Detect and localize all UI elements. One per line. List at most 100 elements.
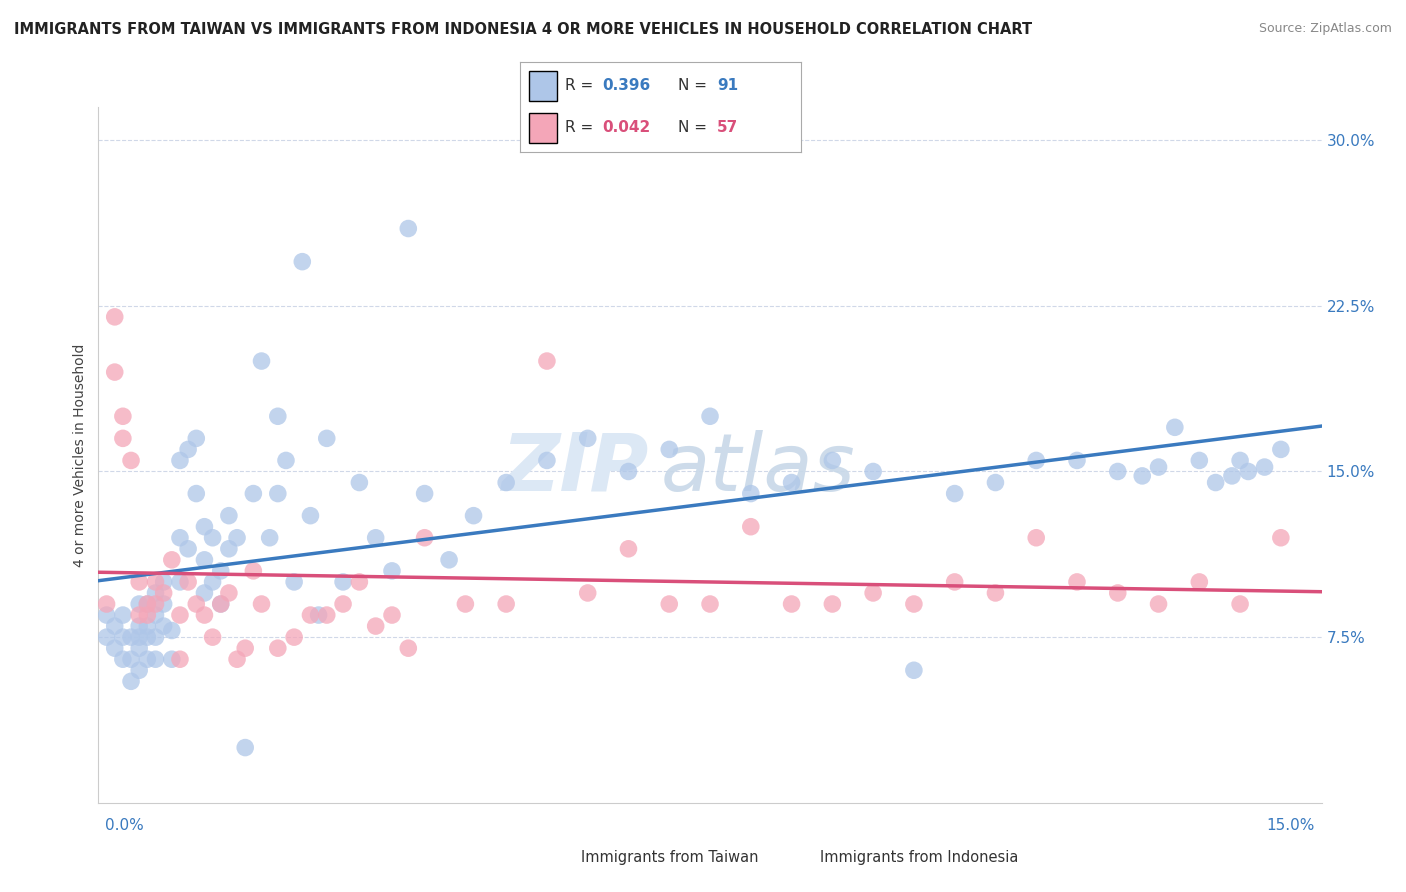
- Point: [1188, 574, 1211, 589]
- Point: [267, 486, 290, 500]
- Point: [160, 624, 183, 638]
- Point: [349, 475, 371, 490]
- Point: [740, 486, 762, 500]
- Point: [1147, 597, 1170, 611]
- Point: [120, 453, 142, 467]
- Point: [396, 221, 419, 235]
- Point: [454, 597, 477, 611]
- Point: [111, 608, 134, 623]
- Point: [381, 608, 404, 623]
- Point: [943, 486, 966, 500]
- Text: Immigrants from Taiwan: Immigrants from Taiwan: [581, 850, 758, 864]
- Point: [169, 652, 191, 666]
- Point: [250, 597, 273, 611]
- Point: [315, 431, 337, 445]
- Point: [349, 574, 371, 589]
- Point: [193, 519, 215, 533]
- Point: [169, 574, 191, 589]
- Point: [1229, 453, 1251, 467]
- Point: [984, 586, 1007, 600]
- Point: [128, 641, 150, 656]
- Point: [943, 574, 966, 589]
- Point: [136, 630, 159, 644]
- Point: [821, 453, 844, 467]
- Point: [145, 597, 167, 611]
- Point: [104, 619, 127, 633]
- Point: [699, 597, 721, 611]
- Point: [699, 409, 721, 424]
- Point: [1066, 453, 1088, 467]
- Point: [186, 597, 208, 611]
- Point: [128, 597, 150, 611]
- Point: [396, 641, 419, 656]
- Text: 57: 57: [717, 120, 738, 135]
- Point: [96, 608, 118, 623]
- Point: [267, 409, 290, 424]
- Point: [413, 486, 436, 500]
- Point: [218, 541, 240, 556]
- Point: [193, 608, 215, 623]
- Point: [128, 608, 150, 623]
- Point: [169, 531, 191, 545]
- Point: [160, 553, 183, 567]
- Point: [299, 508, 322, 523]
- Text: N =: N =: [678, 120, 711, 135]
- Point: [576, 431, 599, 445]
- Point: [177, 574, 200, 589]
- Point: [299, 608, 322, 623]
- Point: [984, 475, 1007, 490]
- Text: IMMIGRANTS FROM TAIWAN VS IMMIGRANTS FROM INDONESIA 4 OR MORE VEHICLES IN HOUSEH: IMMIGRANTS FROM TAIWAN VS IMMIGRANTS FRO…: [14, 22, 1032, 37]
- Y-axis label: 4 or more Vehicles in Household: 4 or more Vehicles in Household: [73, 343, 87, 566]
- Text: R =: R =: [565, 78, 599, 93]
- Point: [862, 465, 884, 479]
- Point: [315, 608, 337, 623]
- Point: [1130, 469, 1153, 483]
- Point: [120, 652, 142, 666]
- Point: [821, 597, 844, 611]
- Point: [201, 630, 224, 644]
- Point: [186, 486, 208, 500]
- Point: [136, 597, 159, 611]
- Point: [152, 597, 174, 611]
- Point: [267, 641, 290, 656]
- Point: [332, 574, 354, 589]
- Point: [136, 619, 159, 633]
- Point: [111, 652, 134, 666]
- Point: [233, 740, 256, 755]
- Point: [111, 431, 134, 445]
- Point: [120, 630, 142, 644]
- Point: [536, 354, 558, 368]
- Point: [111, 630, 134, 644]
- Point: [903, 597, 925, 611]
- Point: [1205, 475, 1227, 490]
- Point: [201, 531, 224, 545]
- Point: [136, 608, 159, 623]
- Point: [1229, 597, 1251, 611]
- Point: [1147, 460, 1170, 475]
- Point: [903, 663, 925, 677]
- Text: N =: N =: [678, 78, 711, 93]
- Point: [104, 641, 127, 656]
- Point: [160, 652, 183, 666]
- Point: [536, 453, 558, 467]
- Point: [364, 531, 387, 545]
- Point: [96, 630, 118, 644]
- Point: [364, 619, 387, 633]
- Point: [658, 442, 681, 457]
- Point: [1066, 574, 1088, 589]
- Point: [218, 508, 240, 523]
- Point: [226, 652, 249, 666]
- Point: [1025, 531, 1047, 545]
- Point: [193, 553, 215, 567]
- Point: [128, 630, 150, 644]
- Text: 0.396: 0.396: [602, 78, 650, 93]
- Point: [617, 541, 640, 556]
- Point: [186, 431, 208, 445]
- Point: [136, 652, 159, 666]
- Text: 0.042: 0.042: [602, 120, 650, 135]
- Point: [1107, 586, 1129, 600]
- Point: [226, 531, 249, 545]
- Text: Source: ZipAtlas.com: Source: ZipAtlas.com: [1258, 22, 1392, 36]
- Point: [104, 310, 127, 324]
- Text: 91: 91: [717, 78, 738, 93]
